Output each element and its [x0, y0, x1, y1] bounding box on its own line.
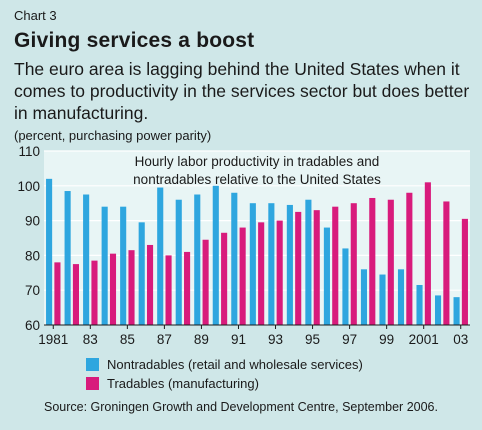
- bar-tradables: [387, 199, 394, 325]
- bar-tradables: [276, 220, 283, 325]
- bar-tradables: [350, 203, 357, 325]
- bar-tradables: [91, 260, 98, 325]
- bar-nontradables: [249, 203, 256, 325]
- bar-nontradables: [305, 199, 312, 325]
- x-tick-label: 83: [83, 332, 98, 347]
- x-tick-label: 03: [453, 332, 468, 347]
- y-tick-label: 70: [25, 283, 40, 298]
- bar-nontradables: [268, 203, 275, 325]
- chart-subtitle: The euro area is lagging behind the Unit…: [14, 59, 470, 123]
- bar-tradables: [258, 222, 265, 325]
- bar-tradables: [369, 197, 376, 325]
- bar-tradables: [109, 253, 117, 325]
- bar-nontradables: [416, 284, 423, 325]
- y-tick-label: 100: [17, 179, 40, 194]
- bar-nontradables: [212, 185, 219, 325]
- y-tick-label: 80: [25, 248, 40, 263]
- bar-nontradables: [101, 206, 108, 325]
- x-tick-label: 1981: [38, 332, 68, 347]
- bar-nontradables: [360, 269, 368, 325]
- bar-nontradables: [83, 194, 90, 325]
- x-tick-label: 85: [120, 332, 135, 347]
- bar-tradables: [165, 255, 172, 325]
- bar-nontradables: [453, 297, 460, 325]
- bar-nontradables: [434, 295, 442, 325]
- x-tick-label: 89: [194, 332, 209, 347]
- x-tick-label: 99: [379, 332, 394, 347]
- bar-tradables: [54, 262, 61, 325]
- source-note: Source: Groningen Growth and Development…: [44, 400, 438, 414]
- plot-title-line-2: nontradables relative to the United Stat…: [133, 172, 381, 187]
- bar-nontradables: [323, 227, 330, 325]
- bar-nontradables: [175, 199, 182, 325]
- chart-heading: Giving services a boost: [14, 29, 255, 52]
- legend-nontradables: Nontradables (retail and wholesale servi…: [86, 357, 363, 372]
- y-tick-label: 110: [18, 144, 40, 159]
- bar-nontradables: [64, 191, 71, 325]
- legend-swatch-nontradables: [86, 358, 99, 371]
- bar-nontradables: [120, 206, 127, 325]
- legend-label-nontradables: Nontradables (retail and wholesale servi…: [107, 357, 363, 372]
- x-tick-label: 93: [268, 332, 283, 347]
- bar-tradables: [239, 227, 246, 325]
- x-tick-label: 87: [157, 332, 172, 347]
- x-tick-label: 97: [342, 332, 357, 347]
- legend-tradables: Tradables (manufacturing): [86, 376, 259, 391]
- bar-tradables: [202, 239, 209, 325]
- legend-label-tradables: Tradables (manufacturing): [107, 376, 259, 391]
- bar-tradables: [72, 264, 79, 325]
- bar-tradables: [313, 210, 320, 325]
- bar-tradables: [461, 218, 468, 325]
- bar-tradables: [332, 206, 339, 325]
- bar-nontradables: [194, 194, 201, 325]
- units-note: (percent, purchasing power parity): [14, 128, 212, 143]
- bar-nontradables: [157, 187, 164, 325]
- x-tick-label: 95: [305, 332, 320, 347]
- bar-nontradables: [397, 269, 405, 325]
- bar-tradables: [424, 182, 431, 325]
- bar-tradables: [128, 250, 135, 325]
- legend-swatch-tradables: [86, 377, 99, 390]
- x-tick-label: 91: [231, 332, 246, 347]
- plot-title-line-1: Hourly labor productivity in tradables a…: [135, 154, 380, 169]
- bar-nontradables: [231, 192, 238, 325]
- bar-tradables: [295, 211, 302, 325]
- chart-label: Chart 3: [14, 8, 57, 23]
- y-tick-label: 90: [25, 214, 40, 229]
- x-tick-label: 2001: [409, 332, 439, 347]
- bar-tradables: [184, 251, 191, 325]
- bar-nontradables: [46, 178, 53, 325]
- bar-tradables: [221, 232, 228, 325]
- bar-tradables: [406, 192, 413, 325]
- bar-tradables: [443, 201, 450, 325]
- bar-nontradables: [286, 204, 293, 325]
- bar-nontradables: [138, 222, 145, 325]
- bar-nontradables: [342, 248, 349, 325]
- y-tick-label: 60: [25, 318, 40, 333]
- bar-nontradables: [379, 274, 386, 325]
- bar-tradables: [146, 244, 154, 325]
